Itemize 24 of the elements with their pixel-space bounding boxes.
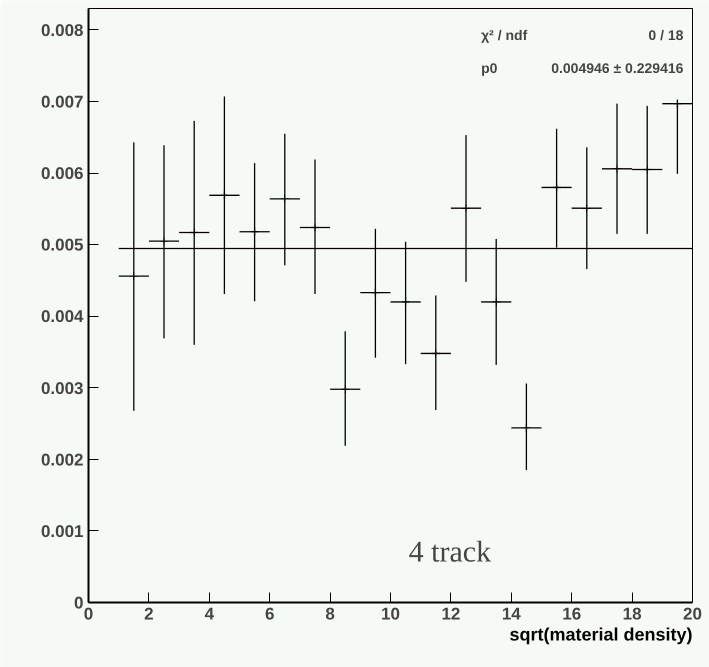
x-tick-label: 18 — [622, 604, 642, 624]
x-tick-label: 20 — [683, 604, 702, 624]
x-tick-label: 2 — [144, 604, 154, 624]
annotation: p0 — [481, 60, 498, 76]
y-tick-label: 0.002 — [40, 450, 84, 470]
y-tick-label: 0.007 — [40, 92, 84, 112]
annotation: χ² / ndf — [481, 27, 528, 44]
x-tick-label: 8 — [325, 604, 335, 624]
x-tick-label: 10 — [381, 604, 400, 624]
annotation: 0.004946 ± 0.229416 — [551, 60, 684, 76]
y-tick-label: 0.001 — [40, 522, 84, 541]
y-tick-label: 0.008 — [40, 20, 84, 40]
y-tick-label: 0.004 — [40, 307, 84, 326]
x-tick-label: 12 — [441, 604, 460, 624]
annotation: 0 / 18 — [648, 27, 684, 44]
x-tick-label: 14 — [502, 604, 522, 624]
x-tick-label: 6 — [264, 604, 274, 624]
y-tick-label: 0.006 — [40, 164, 84, 184]
y-tick-label: 0.005 — [40, 236, 84, 255]
x-tick-label: 4 — [204, 604, 215, 624]
y-tick-label: 0.003 — [40, 378, 84, 398]
x-tick-label: 16 — [562, 604, 582, 624]
annotation: 4 track — [408, 536, 492, 569]
x-axis-title: sqrt(material density) — [509, 624, 693, 644]
